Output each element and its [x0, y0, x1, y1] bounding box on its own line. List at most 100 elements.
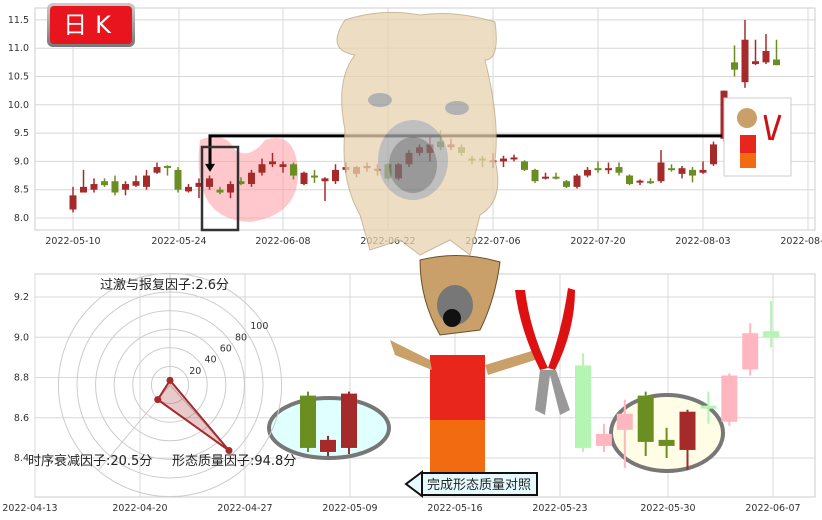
radar-r-tick: 60	[220, 344, 232, 355]
pattern-ellipse-left	[267, 396, 391, 460]
x-tick-label: 2022-05-30	[640, 503, 695, 514]
radar-axis-label: 形态质量因子:94.8分	[172, 454, 296, 469]
candle-body	[689, 169, 696, 176]
radar-r-tick: 100	[250, 321, 268, 332]
y-tick-label: 8.4	[14, 453, 29, 464]
candle-body	[258, 164, 266, 173]
radar-polygon	[156, 378, 230, 452]
candle-body	[595, 433, 612, 446]
candle-body	[636, 180, 644, 183]
x-tick-label: 2022-04-27	[217, 503, 272, 514]
y-tick-label: 9.0	[14, 332, 29, 343]
candle-body	[143, 175, 150, 187]
candle-body	[679, 411, 696, 450]
x-tick-label: 2022-06-08	[255, 236, 310, 247]
candle-body	[721, 375, 738, 422]
y-tick-label: 10.5	[8, 72, 29, 83]
x-tick-label: 2022-08-03	[675, 236, 730, 247]
y-tick-label: 11.5	[8, 15, 29, 26]
candle-body	[341, 393, 357, 448]
radar-r-tick: 80	[235, 332, 247, 343]
candle-body	[290, 164, 297, 176]
candle-body	[227, 184, 234, 193]
y-tick-label: 8.6	[14, 413, 29, 424]
candle-body	[626, 175, 633, 185]
candle-body	[510, 157, 518, 160]
y-tick-label: 9.5	[14, 128, 29, 139]
x-tick-label: 2022-05-09	[322, 503, 377, 514]
candle-body	[710, 144, 717, 165]
candle-body	[101, 181, 108, 186]
selection-box	[200, 145, 240, 232]
radar-r-tick: 20	[189, 366, 201, 377]
pattern-compare-button[interactable]: 完成形态质量对照	[420, 472, 538, 496]
candle-body	[80, 186, 87, 193]
radar-point	[166, 376, 174, 384]
candle-body	[616, 413, 633, 430]
candle-body	[773, 59, 780, 66]
candle-body	[605, 168, 612, 171]
candle-body	[542, 176, 549, 179]
candle-body	[248, 172, 255, 185]
radar-axis-label: 过激与报复因子:2.6分	[100, 278, 229, 293]
candle-body	[206, 178, 213, 187]
candle-body	[195, 182, 203, 187]
candle-body	[668, 168, 675, 171]
candle-body	[678, 168, 686, 174]
compare-button-label: 完成形态质量对照	[426, 478, 531, 493]
x-tick-label: 2022-05-24	[151, 236, 206, 247]
x-tick-label: 2022-05-16	[427, 503, 482, 514]
candle-body	[741, 39, 749, 83]
y-tick-label: 9.0	[14, 156, 29, 167]
candle-body	[300, 172, 308, 185]
candle-body	[573, 175, 581, 187]
radar-point	[225, 447, 233, 455]
x-tick-label: 2022-06-07	[745, 503, 800, 514]
y-tick-label: 8.5	[14, 185, 29, 196]
candle-body	[300, 395, 316, 448]
radar-axis	[169, 384, 246, 469]
candle-body	[69, 195, 77, 210]
candle-body	[122, 184, 129, 190]
candle-body	[332, 169, 339, 182]
y-tick-label: 9.2	[14, 292, 29, 303]
radar-axis-label: 时序衰减因子:20.5分	[28, 453, 152, 469]
x-tick-label: 2022-07-20	[570, 236, 625, 247]
candle-body	[132, 181, 140, 186]
y-tick-label: 11.0	[8, 43, 29, 54]
candle-body	[594, 168, 602, 171]
x-tick-label: 2022-08-12	[780, 236, 822, 247]
x-tick-label: 2022-05-23	[532, 503, 587, 514]
candle-body	[237, 181, 245, 185]
candle-body	[615, 167, 623, 173]
candle-body	[164, 165, 171, 168]
candle-body	[320, 439, 336, 452]
candle-body	[185, 186, 192, 192]
candle-body	[699, 169, 707, 173]
candle-body	[584, 169, 591, 176]
candle-body	[216, 189, 224, 193]
x-tick-label: 2022-05-10	[45, 236, 100, 247]
candle-body	[500, 158, 507, 162]
candle-body	[279, 164, 287, 168]
x-tick-label: 2022-04-20	[112, 503, 167, 514]
reference-line	[208, 134, 722, 166]
candle-body	[742, 333, 759, 370]
candle-body	[552, 176, 560, 179]
badge-label: 日K	[50, 6, 132, 44]
y-tick-label: 8.8	[14, 373, 29, 384]
candle-body	[647, 181, 654, 184]
candle-body	[575, 365, 591, 448]
radar-point	[154, 396, 162, 404]
x-tick-label: 2022-04-13	[2, 503, 57, 514]
daily-k-badge[interactable]: 日K	[47, 3, 135, 47]
candle-body	[563, 181, 570, 187]
candle-body	[521, 161, 528, 170]
candle-body	[752, 61, 759, 65]
candle-body	[657, 162, 665, 182]
candle-body	[90, 184, 98, 190]
candle-body	[111, 181, 119, 193]
radar-r-tick: 40	[205, 355, 217, 366]
candle-body	[763, 331, 780, 338]
